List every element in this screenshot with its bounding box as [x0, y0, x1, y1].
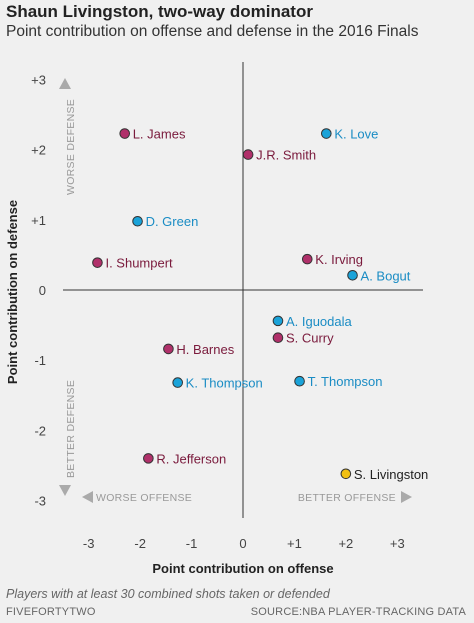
data-point	[143, 453, 154, 464]
data-point-label: A. Bogut	[361, 268, 411, 283]
data-point-label: T. Thompson	[308, 374, 383, 389]
data-point-label: S. Curry	[286, 331, 334, 346]
data-point-label: S. Livingston	[354, 467, 428, 482]
data-point	[272, 315, 284, 327]
left-arrow-icon	[82, 491, 93, 503]
better-defense-label: BETTER DEFENSE	[65, 380, 77, 478]
credit-brand: FIVEFORTYTWO	[6, 606, 96, 618]
data-point-label: D. Green	[146, 214, 199, 229]
data-point	[172, 377, 183, 388]
x-tick-label: -3	[83, 536, 95, 551]
data-point	[340, 468, 352, 480]
y-tick-label: +2	[31, 143, 46, 158]
y-axis-label: Point contribution on defense	[5, 200, 20, 384]
chart-title: Shaun Livingston, two-way dominator	[6, 2, 313, 21]
data-point	[119, 128, 131, 139]
data-point	[321, 128, 332, 139]
better-offense-label: BETTER OFFENSE	[298, 492, 396, 504]
data-point-label: R. Jefferson	[156, 451, 226, 466]
data-point-label: L. James	[133, 127, 186, 142]
x-tick-label: 0	[239, 536, 246, 551]
x-tick-label: -1	[186, 536, 198, 551]
data-point	[272, 332, 284, 344]
data-point	[132, 215, 143, 227]
data-point	[294, 375, 305, 387]
quadrant-annotations: WORSE DEFENSE BETTER DEFENSE WORSE OFFENSE…	[59, 78, 412, 504]
down-arrow-icon	[59, 485, 71, 496]
data-point-label: K. Irving	[315, 252, 363, 267]
y-tick-label: +1	[31, 213, 46, 228]
y-tick-label: -2	[34, 423, 46, 438]
data-points: L. James J.R. Smith K. Love D. Green I. Shum…	[92, 127, 428, 482]
data-point	[92, 257, 103, 268]
data-point	[347, 269, 358, 281]
y-tick-label: -1	[34, 353, 46, 368]
data-point-label: A. Iguodala	[286, 314, 353, 329]
right-arrow-icon	[401, 491, 412, 503]
data-point	[163, 343, 174, 355]
x-axis-label: Point contribution on offense	[152, 561, 333, 576]
x-tick-label: +3	[390, 536, 405, 551]
data-point-label: K. Thompson	[186, 376, 263, 391]
data-point-label: J.R. Smith	[256, 148, 316, 163]
x-tick-label: +1	[287, 536, 302, 551]
data-point	[242, 149, 254, 160]
data-point	[301, 253, 313, 265]
y-tick-label: +3	[31, 73, 46, 88]
y-tick-label: -3	[34, 493, 46, 508]
data-point-label: H. Barnes	[176, 342, 234, 357]
footnote: Players with at least 30 combined shots …	[6, 587, 330, 601]
up-arrow-icon	[59, 78, 71, 89]
x-tick-label: +2	[338, 536, 353, 551]
x-tick-label: -2	[134, 536, 146, 551]
credit-source: SOURCE:NBA PLAYER-TRACKING DATA	[250, 606, 466, 618]
worse-defense-label: WORSE DEFENSE	[65, 99, 77, 195]
data-point-label: K. Love	[334, 127, 378, 142]
axes: -3 -2 -1 0 +1 +2 +3 +3 +2 +1 0 -1 -2 -3	[31, 62, 423, 551]
y-tick-label: 0	[39, 283, 46, 298]
worse-offense-label: WORSE OFFENSE	[96, 492, 192, 504]
chart-subtitle: Point contribution on offense and defens…	[6, 23, 419, 40]
data-point-label: I. Shumpert	[105, 256, 173, 271]
